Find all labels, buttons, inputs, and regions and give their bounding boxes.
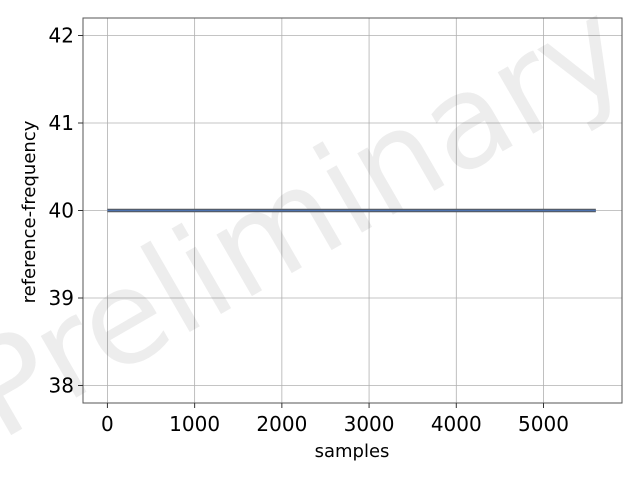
watermark-text: Preliminary [0,0,640,468]
y-tick-label: 39 [49,286,74,310]
y-tick-label: 42 [49,24,74,48]
x-tick-label: 0 [101,412,114,436]
x-tick-label: 3000 [344,412,395,436]
y-tick-label: 38 [49,374,74,398]
x-axis-label: samples [315,441,390,462]
y-tick-label: 41 [49,111,74,135]
x-tick-label: 1000 [169,412,220,436]
y-axis-label: reference-frequency [19,120,40,303]
x-tick-label: 4000 [431,412,482,436]
x-tick-label: 5000 [518,412,569,436]
x-tick-label: 2000 [256,412,307,436]
y-tick-label: 40 [49,199,74,223]
tick-labels: 0 1000 2000 3000 4000 5000 38 39 40 41 42 [49,24,569,437]
